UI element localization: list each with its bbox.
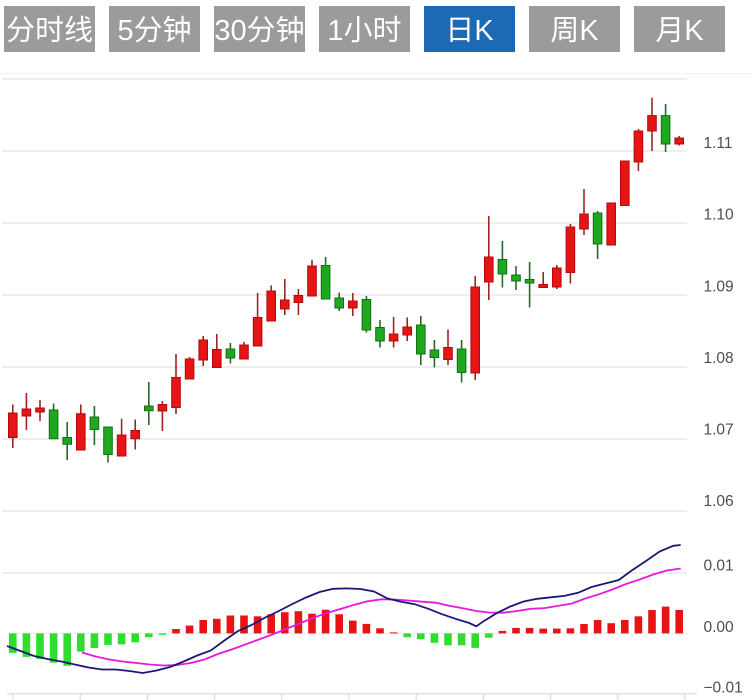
- svg-text:−0.01: −0.01: [704, 679, 743, 696]
- svg-text:1.07: 1.07: [704, 422, 734, 439]
- svg-text:0.00: 0.00: [704, 619, 735, 636]
- svg-text:1.11: 1.11: [704, 135, 733, 152]
- svg-text:1.06: 1.06: [704, 493, 734, 510]
- svg-text:1.08: 1.08: [704, 350, 734, 367]
- svg-text:1.10: 1.10: [704, 207, 735, 224]
- svg-text:1.09: 1.09: [704, 278, 734, 295]
- svg-text:0.01: 0.01: [704, 558, 734, 575]
